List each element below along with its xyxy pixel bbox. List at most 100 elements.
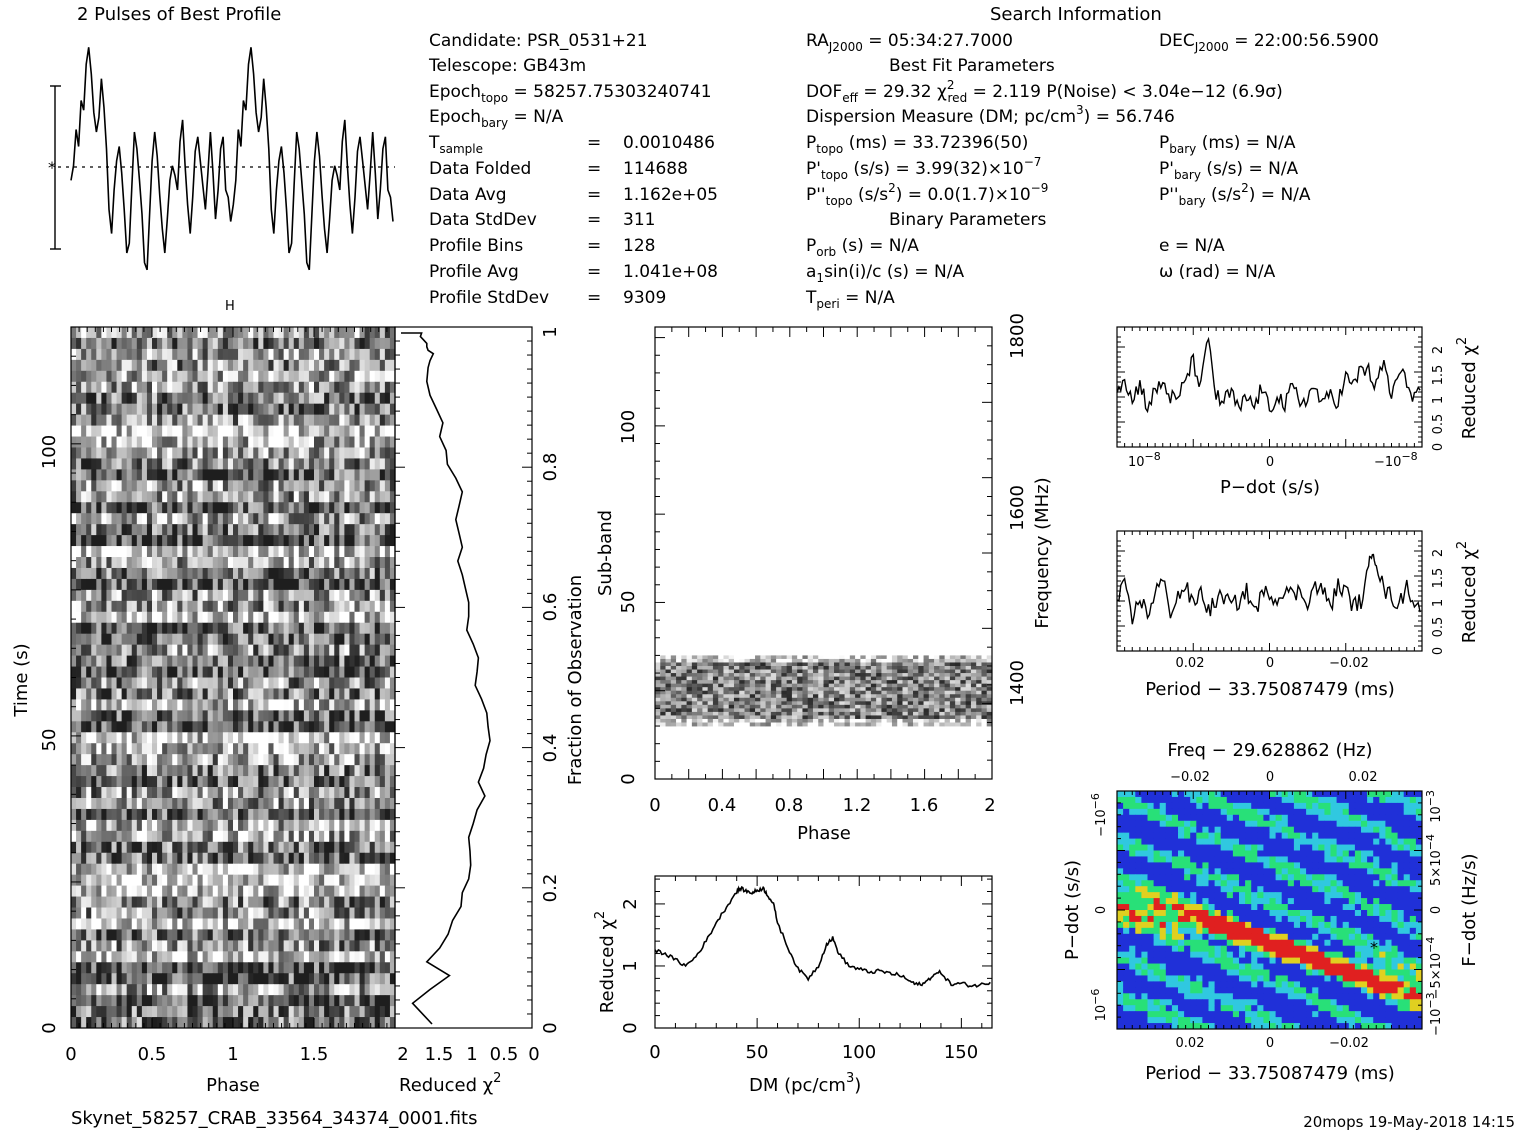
subband-cell: [712, 655, 719, 660]
time-phase-cell: [319, 677, 325, 689]
subband-cell: [949, 680, 956, 685]
time-phase-cell: [91, 502, 97, 514]
time-phase-cell: [374, 458, 381, 470]
time-phase-cell: [106, 830, 112, 843]
time-phase-cell: [303, 688, 310, 700]
time-phase-cell: [197, 995, 204, 1007]
time-phase-cell: [364, 348, 371, 361]
time-phase-cell: [81, 611, 87, 624]
time-phase-cell: [121, 436, 128, 448]
subband-cell: [760, 680, 766, 685]
time-phase-cell: [172, 995, 178, 1007]
time-phase-cell: [182, 458, 188, 470]
time-phase-cell: [293, 546, 300, 558]
time-phase-cell: [81, 524, 87, 536]
time-phase-cell: [131, 951, 138, 963]
time-phase-cell: [172, 699, 178, 711]
time-phase-cell: [384, 677, 391, 689]
time-phase-cell: [217, 808, 224, 821]
time-phase-cell: [268, 480, 274, 492]
time-phase-cell: [116, 907, 123, 919]
time-phase-cell: [227, 973, 234, 985]
time-phase-cell: [273, 951, 279, 963]
time-phase-cell: [263, 633, 269, 646]
time-phase-cell: [308, 863, 315, 876]
time-phase-cell: [212, 359, 219, 372]
time-phase-cell: [248, 633, 254, 646]
time-phase-cell: [227, 425, 234, 437]
subband-cell: [755, 680, 761, 685]
time-phase-cell: [202, 1017, 209, 1029]
time-phase-cell: [76, 535, 82, 547]
time-phase-cell: [157, 392, 163, 405]
time-phase-cell: [354, 655, 360, 667]
time-phase-cell: [167, 743, 173, 755]
time-phase-cell: [212, 644, 219, 656]
time-phase-cell: [329, 885, 335, 897]
time-phase-cell: [81, 557, 87, 569]
time-phase-cell: [364, 1006, 371, 1018]
time-phase-cell: [96, 940, 102, 952]
time-phase-cell: [298, 513, 305, 525]
time-phase-cell: [96, 754, 102, 766]
tp-ytick-0: 0: [39, 1022, 60, 1033]
time-phase-cell: [131, 721, 138, 733]
time-phase-cell: [76, 567, 82, 580]
time-phase-cell: [334, 589, 340, 602]
time-phase-cell: [222, 940, 229, 952]
time-phase-cell: [141, 863, 148, 876]
time-phase-cell: [86, 699, 92, 711]
time-phase-cell: [308, 655, 315, 667]
subband-cell: [965, 666, 972, 670]
subband-cell: [791, 673, 798, 677]
time-phase-cell: [339, 578, 345, 591]
time-phase-cell: [167, 359, 173, 372]
time-phase-cell: [354, 918, 360, 930]
subband-cell: [686, 655, 693, 660]
time-phase-cell: [212, 469, 219, 481]
time-phase-cell: [354, 765, 360, 777]
time-phase-cell: [172, 819, 178, 832]
time-phase-cell: [157, 863, 163, 876]
time-phase-cell: [141, 754, 148, 766]
time-phase-cell: [329, 578, 335, 591]
subband-cell: [855, 655, 861, 660]
time-phase-cell: [111, 907, 117, 919]
time-phase-cell: [106, 600, 112, 613]
time-phase-cell: [152, 611, 158, 624]
time-phase-cell: [288, 830, 295, 843]
time-phase-cell: [258, 962, 264, 974]
time-phase-cell: [303, 425, 310, 437]
time-phase-cell: [293, 984, 300, 996]
time-phase-cell: [288, 403, 295, 416]
time-phase-cell: [162, 907, 168, 919]
subband-cell: [802, 658, 809, 663]
time-phase-cell: [187, 699, 193, 711]
time-phase-cell: [121, 348, 128, 361]
time-phase-cell: [283, 688, 290, 700]
time-phase-cell: [207, 327, 214, 339]
time-phase-cell: [258, 819, 264, 832]
subband-cell: [834, 666, 840, 670]
time-phase-cell: [344, 688, 350, 700]
time-phase-cell: [349, 403, 355, 416]
time-phase-cell: [349, 721, 355, 733]
time-phase-cell: [329, 600, 335, 613]
time-phase-cell: [192, 535, 198, 547]
time-phase-cell: [293, 940, 300, 952]
time-phase-cell: [238, 359, 244, 372]
time-phase-cell: [217, 524, 224, 536]
time-phase-cell: [364, 885, 371, 897]
time-phase-cell: [369, 567, 376, 580]
time-phase-cell: [106, 480, 112, 492]
time-phase-cell: [253, 557, 259, 569]
time-phase-cell: [314, 359, 320, 372]
time-phase-cell: [197, 436, 204, 448]
subband-cell: [723, 658, 730, 663]
time-phase-cell: [248, 469, 254, 481]
time-phase-cell: [303, 480, 310, 492]
time-phase-cell: [91, 327, 97, 339]
time-phase-cell: [258, 359, 264, 372]
subband-cell: [913, 683, 919, 688]
subband-cell: [697, 676, 703, 681]
